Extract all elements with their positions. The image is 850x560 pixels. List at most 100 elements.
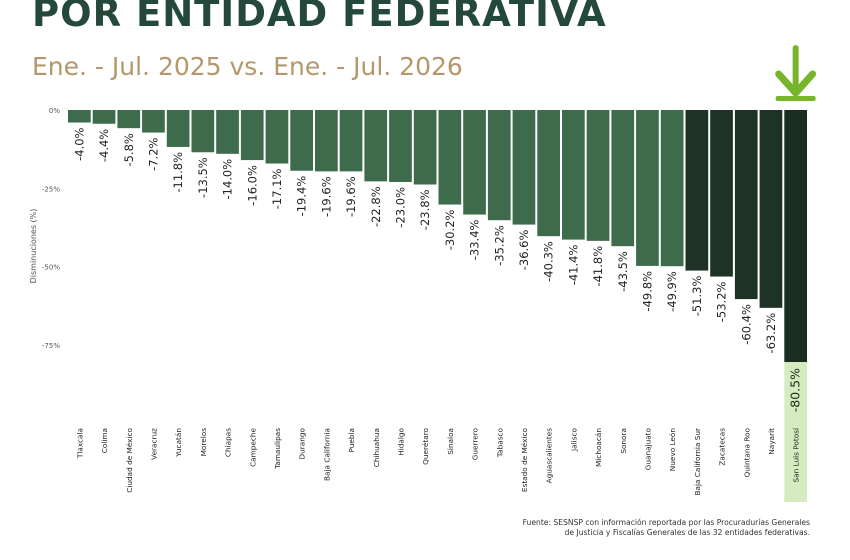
bar-4 — [142, 110, 165, 133]
category-label-7: Chiapas — [224, 428, 233, 457]
value-label-17: -33.4% — [468, 219, 482, 260]
bar-30 — [784, 110, 807, 362]
category-label-12: Puebla — [347, 428, 356, 453]
value-label-14: -23.0% — [393, 187, 407, 228]
category-label-25: Nuevo León — [668, 428, 677, 471]
category-label-5: Yucatán — [174, 428, 183, 458]
bar-16 — [438, 110, 462, 205]
bar-18 — [487, 110, 511, 221]
bar-12 — [339, 110, 363, 172]
category-label-26: Baja California Sur — [693, 428, 702, 496]
category-label-1: Tlaxcala — [75, 428, 84, 459]
arrow-down-icon — [775, 45, 817, 101]
value-label-27: -53.2% — [715, 281, 729, 322]
category-label-17: Guerrero — [471, 427, 480, 460]
value-label-10: -19.4% — [295, 176, 309, 217]
value-label-16: -30.2% — [443, 209, 457, 250]
bar-24 — [636, 110, 659, 266]
bar-1 — [68, 110, 91, 123]
category-label-24: Guanajuato — [643, 427, 652, 470]
value-label-28: -60.4% — [739, 304, 753, 345]
bar-27 — [710, 110, 733, 277]
value-label-29: -63.2% — [764, 313, 778, 354]
arrow-base — [775, 96, 816, 101]
y-tick-label: -50% — [42, 264, 60, 272]
value-label-23: -43.5% — [616, 251, 630, 292]
value-label-4: -7.2% — [146, 137, 160, 170]
value-label-9: -17.1% — [270, 168, 284, 209]
bar-8 — [240, 110, 264, 161]
value-label-15: -23.8% — [418, 189, 432, 230]
category-label-9: Tamaulipas — [273, 428, 282, 470]
footnote-line-1: Fuente: SESNSP con información reportada… — [522, 518, 810, 527]
category-label-28: Quintana Roo — [742, 427, 751, 477]
bar-20 — [537, 110, 560, 237]
category-label-4: Veracruz — [149, 428, 158, 460]
category-label-15: Querétaro — [421, 427, 430, 464]
category-label-18: Tabasco — [495, 427, 504, 458]
y-tick-label: 0% — [49, 107, 60, 115]
bar-17 — [463, 110, 486, 215]
bar-10 — [290, 110, 313, 171]
value-labels-group: -4.0% -4.4% -5.8% -7.2% -11.8% -13.5% -14.0% -1… — [72, 127, 802, 412]
category-label-14: Hidalgo — [396, 427, 405, 455]
y-tick-label: -75% — [42, 342, 60, 350]
category-label-10: Durango — [298, 427, 307, 459]
highlight-background — [784, 362, 807, 502]
bar-26 — [685, 110, 709, 271]
value-label-24: -49.8% — [640, 271, 654, 312]
category-label-27: Zacatecas — [718, 428, 727, 466]
bar-14 — [389, 110, 412, 182]
arrow-head — [775, 70, 817, 97]
bar-9 — [265, 110, 289, 164]
bar-13 — [364, 110, 388, 182]
category-label-3: Ciudad de México — [125, 427, 134, 492]
value-label-18: -35.2% — [492, 225, 506, 266]
category-label-20: Aguascalientes — [545, 428, 554, 484]
bar-19 — [512, 110, 536, 225]
value-label-12: -19.6% — [344, 176, 358, 217]
bar-11 — [315, 110, 338, 172]
category-label-19: Estado de México — [520, 427, 529, 492]
bar-5 — [166, 110, 190, 147]
bar-6 — [191, 110, 215, 153]
bars-group — [68, 110, 807, 362]
value-label-6: -13.5% — [196, 157, 210, 198]
y-tick-label: -25% — [42, 185, 60, 193]
category-label-21: Jalisco — [569, 427, 578, 451]
category-label-13: Chihuahua — [372, 428, 381, 467]
value-label-26: -51.3% — [690, 276, 704, 317]
highlight-label-panel — [784, 362, 807, 502]
category-label-16: Sinaloa — [446, 428, 455, 455]
bar-25 — [660, 110, 684, 267]
bar-15 — [413, 110, 437, 185]
y-axis: 0% -25% -50% -75% Disminuciones (%) — [29, 107, 60, 350]
category-labels-group: Tlaxcala Colima Ciudad de México Veracruz Yu… — [75, 427, 800, 495]
category-label-6: Morelos — [199, 428, 208, 457]
value-label-1: -4.0% — [72, 127, 86, 160]
bar-28 — [734, 110, 758, 300]
value-label-11: -19.6% — [319, 176, 333, 217]
bar-29 — [759, 110, 783, 308]
category-label-2: Colima — [100, 428, 109, 453]
bar-23 — [611, 110, 635, 247]
source-footnote: Fuente: SESNSP con información reportada… — [390, 518, 810, 538]
bar-2 — [92, 110, 116, 124]
category-label-8: Campeche — [248, 427, 257, 466]
value-label-3: -5.8% — [122, 133, 136, 166]
value-label-5: -11.8% — [171, 152, 185, 193]
value-label-22: -41.8% — [591, 246, 605, 287]
value-label-30: -80.5% — [788, 368, 803, 412]
bar-21 — [562, 110, 585, 240]
value-label-7: -14.0% — [221, 159, 235, 200]
bar-3 — [117, 110, 141, 129]
page-title: POR ENTIDAD FEDERATIVA — [32, 0, 607, 35]
category-label-11: Baja California — [322, 428, 331, 481]
bar-22 — [586, 110, 610, 241]
value-label-13: -22.8% — [369, 186, 383, 227]
footnote-line-2: de Justicia y Fiscalías Generales de las… — [564, 528, 810, 537]
category-label-22: Michoacán — [594, 428, 603, 467]
bar-7 — [216, 110, 239, 154]
value-label-25: -49.9% — [665, 271, 679, 312]
